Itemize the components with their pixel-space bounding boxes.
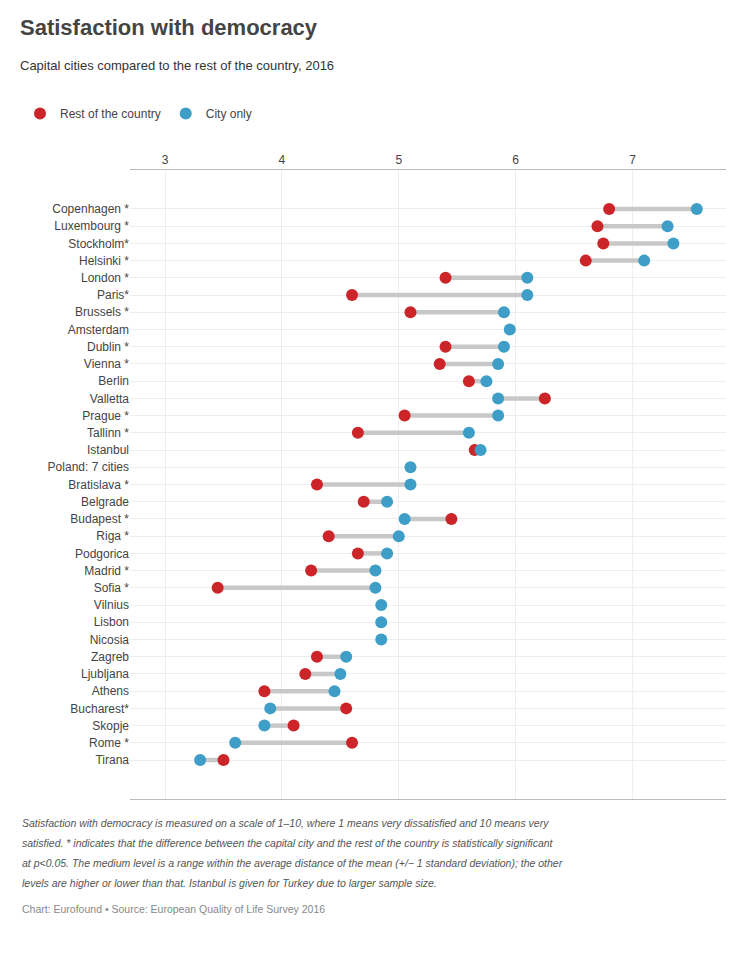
- svg-text:Copenhagen *: Copenhagen *: [52, 202, 129, 216]
- svg-text:Belgrade: Belgrade: [81, 495, 129, 509]
- svg-text:City only: City only: [206, 107, 252, 121]
- svg-text:Istanbul: Istanbul: [87, 443, 129, 457]
- svg-text:Podgorica: Podgorica: [75, 547, 129, 561]
- svg-text:Rest of the country: Rest of the country: [60, 107, 161, 121]
- svg-text:4: 4: [279, 153, 286, 167]
- svg-text:Dublin *: Dublin *: [87, 340, 129, 354]
- svg-text:Capital cities compared to the: Capital cities compared to the rest of t…: [20, 58, 334, 73]
- svg-text:London *: London *: [81, 271, 129, 285]
- svg-text:Riga *: Riga *: [96, 529, 129, 543]
- svg-text:Bratislava *: Bratislava *: [68, 478, 129, 492]
- svg-text:Budapest *: Budapest *: [70, 512, 129, 526]
- svg-text:Berlin: Berlin: [98, 374, 129, 388]
- svg-text:Prague *: Prague *: [82, 409, 129, 423]
- svg-text:Paris*: Paris*: [97, 288, 129, 302]
- svg-text:Poland: 7 cities: Poland: 7 cities: [48, 460, 129, 474]
- svg-text:Skopje: Skopje: [92, 719, 129, 733]
- svg-text:Amsterdam: Amsterdam: [68, 323, 129, 337]
- svg-text:Rome *: Rome *: [89, 736, 129, 750]
- svg-text:5: 5: [395, 153, 402, 167]
- svg-text:Vilnius: Vilnius: [94, 598, 129, 612]
- svg-text:Brussels *: Brussels *: [75, 305, 129, 319]
- svg-text:Athens: Athens: [92, 684, 129, 698]
- svg-text:Bucharest*: Bucharest*: [70, 702, 129, 716]
- svg-text:Helsinki *: Helsinki *: [79, 254, 129, 268]
- svg-text:Tallinn *: Tallinn *: [87, 426, 129, 440]
- svg-text:levels are higher or lower tha: levels are higher or lower than that. Is…: [22, 877, 437, 889]
- svg-text:6: 6: [512, 153, 519, 167]
- svg-text:satisfied. * indicates that th: satisfied. * indicates that the differen…: [22, 837, 554, 849]
- svg-text:Madrid *: Madrid *: [84, 564, 129, 578]
- svg-text:3: 3: [162, 153, 169, 167]
- svg-text:Satisfaction with democracy is: Satisfaction with democracy is measured …: [22, 817, 549, 829]
- svg-text:Zagreb: Zagreb: [91, 650, 129, 664]
- svg-text:Ljubljana: Ljubljana: [81, 667, 129, 681]
- svg-text:Chart: Eurofound • Source: Eur: Chart: Eurofound • Source: European Qual…: [22, 903, 325, 915]
- svg-text:Satisfaction with democracy: Satisfaction with democracy: [20, 15, 318, 40]
- svg-text:Stockholm*: Stockholm*: [68, 237, 129, 251]
- svg-text:7: 7: [629, 153, 636, 167]
- svg-text:Tirana: Tirana: [95, 753, 129, 767]
- svg-text:Sofia *: Sofia *: [94, 581, 130, 595]
- svg-text:Lisbon: Lisbon: [94, 615, 129, 629]
- svg-text:at p<0.05. The medium level is: at p<0.05. The medium level is a range w…: [22, 857, 563, 869]
- svg-text:Valletta: Valletta: [90, 392, 129, 406]
- svg-text:Vienna *: Vienna *: [84, 357, 129, 371]
- svg-text:Nicosia: Nicosia: [90, 633, 130, 647]
- svg-text:Luxembourg *: Luxembourg *: [54, 219, 129, 233]
